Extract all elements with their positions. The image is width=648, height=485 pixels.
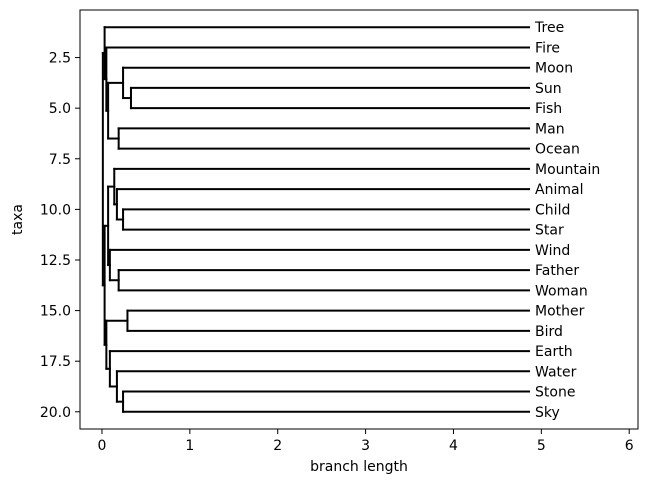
y-tick-label: 7.5 [49,152,71,168]
leaf-label: Mountain [535,162,600,178]
leaf-label: Wind [535,243,570,259]
y-tick-label: 2.5 [49,51,71,67]
leaf-label: Stone [535,385,575,401]
x-axis-ticks: 0 1 2 3 4 5 6 [98,429,634,454]
y-tick-label: 17.5 [40,354,71,370]
x-tick-label: 0 [98,438,107,454]
leaf-label: Animal [535,182,583,198]
x-tick-label: 2 [273,438,282,454]
leaf-label: Sun [535,81,562,97]
leaf-label: Moon [535,61,573,77]
leaf-label: Star [535,223,564,239]
y-axis-ticks: 2.5 5.0 7.5 10.0 12.5 15.0 17.5 20.0 [40,51,80,421]
tree-branches [101,26,531,413]
axes-frame [79,9,639,430]
x-tick-label: 5 [537,438,546,454]
x-tick-label: 6 [625,438,634,454]
y-tick-label: 15.0 [40,304,71,320]
x-tick-label: 4 [449,438,458,454]
y-axis-title: taxa [10,204,26,235]
y-tick-label: 10.0 [40,202,71,218]
x-axis-title: branch length [310,459,408,475]
leaf-label: Water [535,364,577,380]
leaf-label: Tree [534,20,564,36]
leaf-label: Mother [535,304,585,320]
leaf-label: Fire [535,40,560,56]
leaf-label: Man [535,121,565,137]
leaf-label: Fish [535,101,562,117]
leaf-label: Sky [535,405,560,421]
y-tick-label: 12.5 [40,253,71,269]
y-tick-label: 5.0 [49,101,71,117]
leaf-label: Father [535,263,579,279]
leaf-label: Child [535,202,570,218]
x-tick-label: 3 [361,438,370,454]
leaf-label: Ocean [535,142,580,158]
leaf-label: Woman [535,283,588,299]
leaf-labels: Tree Fire Moon Sun Fish Man Ocean Mountain Anima… [534,20,600,421]
x-tick-label: 1 [185,438,194,454]
leaf-label: Earth [535,344,573,360]
y-tick-label: 20.0 [40,405,71,421]
leaf-label: Bird [535,324,563,340]
